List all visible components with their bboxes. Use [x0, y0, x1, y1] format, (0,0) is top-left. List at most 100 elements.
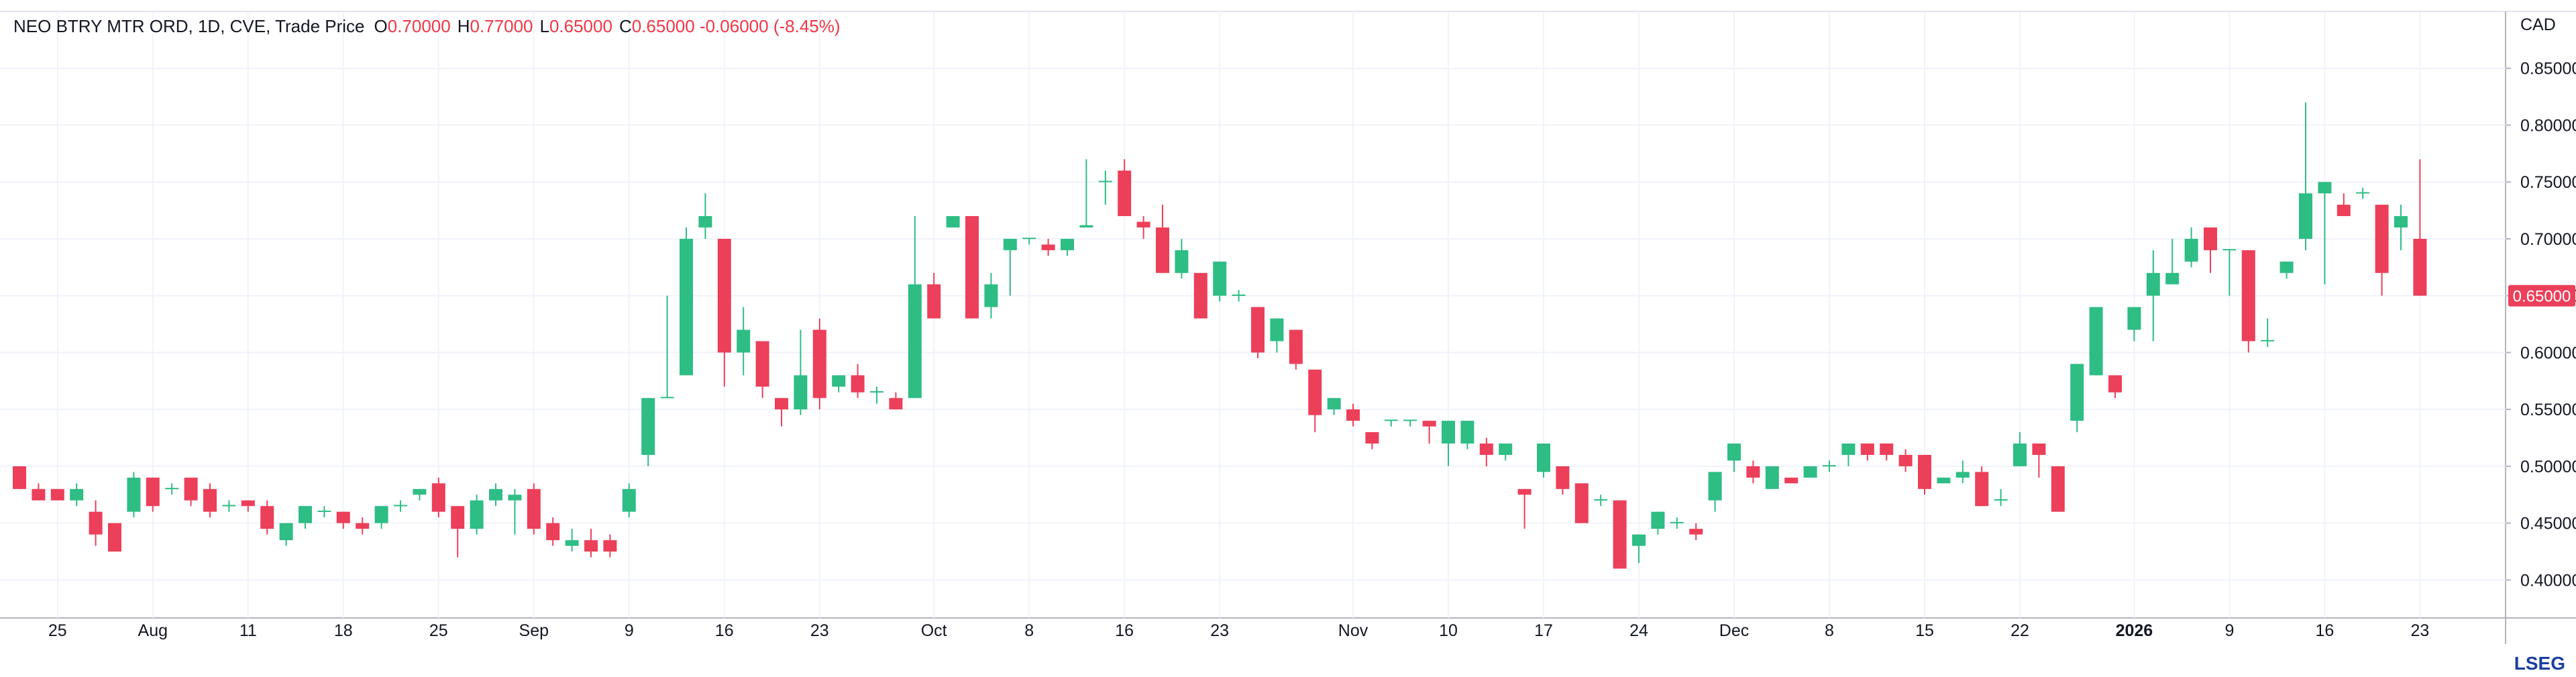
candle-body: [1251, 307, 1265, 353]
candle-body: [908, 284, 922, 399]
candle-body: [1136, 221, 1150, 228]
candle-body: [1422, 421, 1436, 427]
candle-body: [508, 494, 522, 501]
y-tick-label: 0.60000: [2520, 344, 2576, 362]
candle-body: [832, 375, 846, 387]
x-tick-label: 23: [810, 621, 829, 640]
y-tick-label: 0.85000: [2520, 60, 2576, 79]
x-tick-label: 9: [2224, 621, 2234, 640]
candle-body: [717, 238, 731, 353]
x-tick-label: Nov: [1338, 621, 1368, 640]
y-tick-label: 0.55000: [2520, 401, 2576, 419]
candle-body: [184, 477, 198, 501]
y-tick-label: 0.50000: [2520, 458, 2576, 476]
candle-body: [2070, 364, 2084, 421]
candle-body: [1365, 432, 1379, 444]
candle-body: [222, 505, 236, 507]
candle-body: [1403, 419, 1417, 421]
candle-body: [812, 329, 826, 399]
candle-body: [984, 284, 998, 307]
y-tick-label: 0.70000: [2520, 230, 2576, 249]
candle-body: [1975, 472, 1989, 507]
candle-body: [680, 238, 693, 376]
candle-body: [2394, 216, 2408, 228]
x-tick-label: 2026: [2116, 621, 2153, 640]
x-tick-label: 9: [625, 621, 634, 640]
candle-body: [1156, 227, 1169, 273]
candle-body: [2279, 261, 2294, 273]
candle-body: [1460, 421, 1474, 444]
candle-body: [1327, 398, 1341, 410]
x-tick-label: 22: [2010, 621, 2029, 640]
x-tick-label: Oct: [921, 621, 947, 640]
legend-header: NEO BTRY MTR ORD, 1D, CVE, Trade Price O0…: [13, 16, 841, 37]
candle-body: [1270, 318, 1284, 342]
x-tick-label: Sep: [519, 621, 549, 640]
x-tick-label: 8: [1024, 621, 1034, 640]
currency-label: CAD: [2520, 15, 2556, 34]
candle-body: [1765, 466, 1779, 489]
candle-body: [1022, 238, 1036, 240]
candle-body: [2222, 249, 2237, 251]
y-tick-label: 0.40000: [2520, 571, 2576, 590]
low-key: L: [539, 16, 549, 36]
candle-body: [1670, 521, 1684, 523]
candle-body: [794, 375, 808, 410]
candle-body: [1727, 444, 1741, 461]
candle-body: [1537, 444, 1550, 472]
candle-body: [1651, 511, 1665, 529]
candle-body: [127, 477, 141, 512]
candle-body: [1594, 499, 1608, 501]
candle-body: [1746, 466, 1760, 478]
x-tick-label: 16: [2315, 621, 2334, 640]
candle-body: [1556, 466, 1570, 489]
candle-body: [1708, 472, 1722, 501]
candle-body: [413, 488, 427, 495]
last-price-tag: [2508, 284, 2575, 307]
x-tick-label: 11: [239, 621, 257, 640]
candle-body: [1098, 180, 1112, 183]
candle-body: [698, 216, 712, 228]
candle-body: [1937, 477, 1951, 484]
candle-body: [1193, 272, 1208, 319]
candle-body: [356, 523, 370, 529]
candle-body: [870, 391, 883, 393]
candle-body: [1384, 419, 1398, 421]
candle-body: [1061, 238, 1074, 250]
high-key: H: [457, 16, 470, 36]
x-tick-label: Dec: [1719, 621, 1749, 640]
candle-body: [50, 488, 64, 501]
candle-body: [2299, 193, 2312, 239]
candle-body: [2089, 307, 2103, 376]
last-price-label: 0.65000: [2513, 288, 2571, 306]
x-tick-label: 16: [1115, 621, 1134, 640]
candle-body: [2184, 238, 2198, 262]
candle-body: [1803, 466, 1817, 478]
symbol: NEO BTRY MTR ORD, 1D, CVE, Trade Price: [13, 16, 365, 36]
x-tick-label: 23: [2410, 621, 2429, 640]
candle-body: [851, 375, 865, 393]
candle-body: [299, 506, 312, 523]
brand-logo[interactable]: LSEG: [2514, 653, 2565, 674]
candle-body: [2165, 272, 2180, 284]
candles: [13, 102, 2427, 569]
candle-body: [394, 505, 407, 507]
candle-body: [2127, 307, 2141, 330]
candle-body: [1346, 409, 1360, 421]
candle-body: [603, 540, 617, 552]
candle-body: [1918, 454, 1931, 489]
x-tick-label: 25: [429, 621, 448, 640]
candle-body: [1994, 499, 2008, 501]
candle-body: [2318, 182, 2332, 194]
candle-body: [1955, 472, 1970, 478]
x-tick-label: 18: [334, 621, 353, 640]
candle-body: [546, 523, 560, 541]
change-percent: (-8.45%): [773, 16, 841, 36]
candle-body: [1613, 500, 1627, 569]
candle-body: [260, 506, 274, 529]
candle-body: [317, 511, 331, 513]
y-tick-label: 0.80000: [2520, 116, 2576, 135]
candle-body: [2108, 375, 2122, 393]
x-tick-label: 15: [1915, 621, 1934, 640]
candle-body: [1213, 261, 1227, 296]
